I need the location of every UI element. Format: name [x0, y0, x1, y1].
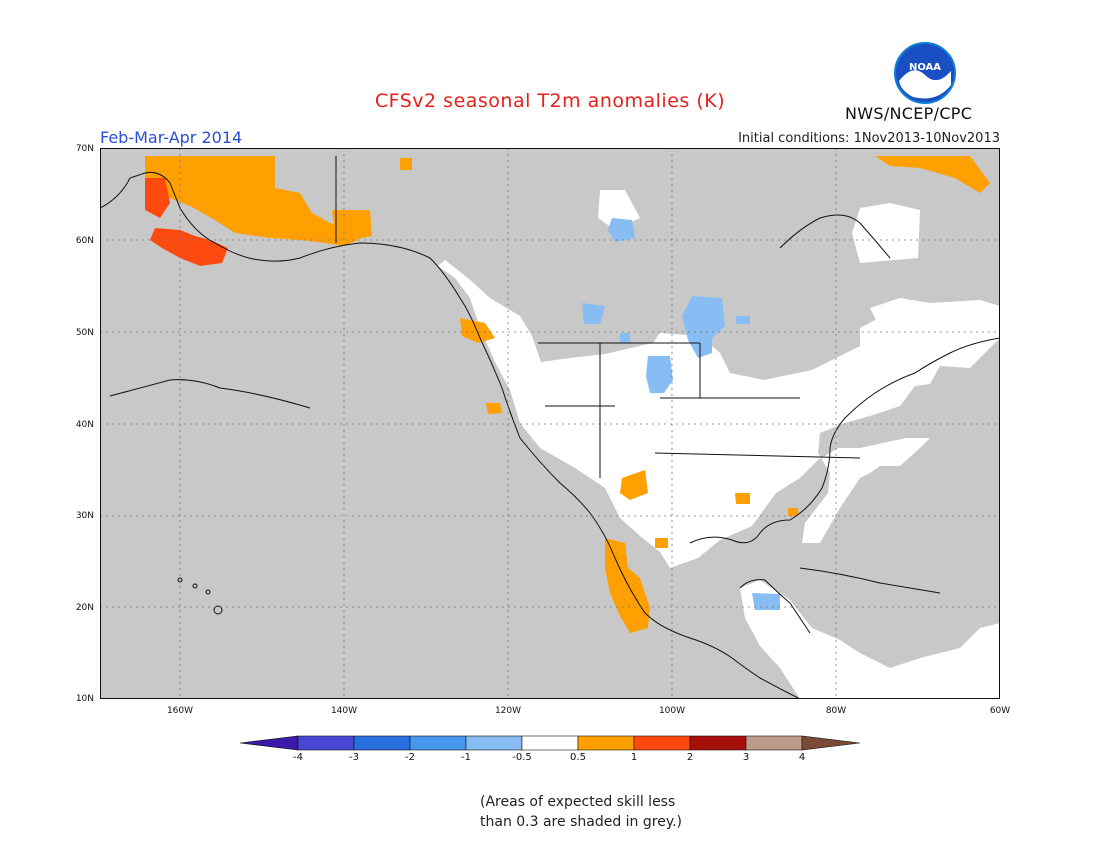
colorbar-tick: 4	[798, 752, 806, 763]
lon-label-140w: 140W	[330, 706, 358, 716]
colorbar-cell	[577, 735, 635, 751]
lon-label-80w: 80W	[825, 706, 847, 716]
colorbar-tick: -3	[349, 752, 359, 763]
anomaly-map	[100, 148, 1000, 699]
colorbar-tick: 0.5	[570, 752, 586, 763]
colorbar-cell-max	[801, 735, 860, 751]
footnote-line-1: (Areas of expected skill less	[480, 794, 676, 810]
colorbar-tick: -4	[293, 752, 303, 763]
colorbar-tick: 1	[630, 752, 638, 763]
colorbar	[240, 735, 860, 751]
lon-label-100w: 100W	[658, 706, 686, 716]
lon-label-160w: 160W	[166, 706, 194, 716]
colorbar-cell	[353, 735, 411, 751]
colorbar-cell	[689, 735, 747, 751]
colorbar-cell	[633, 735, 691, 751]
colorbar-tick: 2	[686, 752, 694, 763]
colorbar-cell-min	[240, 735, 299, 751]
colorbar-tick: -2	[405, 752, 415, 763]
colorbar-cell	[297, 735, 355, 751]
grid-lines	[100, 148, 1000, 699]
colorbar-cell	[521, 735, 579, 751]
lon-label-60w: 60W	[989, 706, 1011, 716]
season-label: Feb-Mar-Apr 2014	[100, 128, 243, 147]
logo-text: NOAA	[909, 62, 941, 73]
colorbar-tick: -0.5	[512, 752, 532, 763]
org-label: NWS/NCEP/CPC	[845, 104, 973, 123]
skill-footnote: (Areas of expected skill less than 0.3 a…	[480, 792, 682, 832]
lat-label-10n: 10N	[75, 694, 94, 704]
footnote-line-2: than 0.3 are shaded in grey.)	[480, 814, 683, 830]
lat-label-20n: 20N	[75, 603, 94, 613]
warm-regions-1-2	[145, 178, 228, 266]
lat-label-60n: 60N	[75, 236, 94, 246]
colorbar-cell	[409, 735, 467, 751]
colorbar-cell	[465, 735, 523, 751]
colorbar-tick: 3	[742, 752, 750, 763]
colorbar-cell	[745, 735, 803, 751]
noaa-logo: NOAA	[894, 42, 956, 104]
lat-label-50n: 50N	[75, 328, 94, 338]
lat-label-40n: 40N	[75, 420, 94, 430]
warm-regions-05-1	[145, 156, 990, 633]
lon-label-120w: 120W	[494, 706, 522, 716]
lat-label-30n: 30N	[75, 511, 94, 521]
map-title: CFSv2 seasonal T2m anomalies (K)	[374, 90, 726, 112]
lat-label-70n: 70N	[75, 144, 94, 154]
initial-conditions: Initial conditions: 1Nov2013-10Nov2013	[738, 131, 1000, 146]
colorbar-tick: -1	[461, 752, 471, 763]
